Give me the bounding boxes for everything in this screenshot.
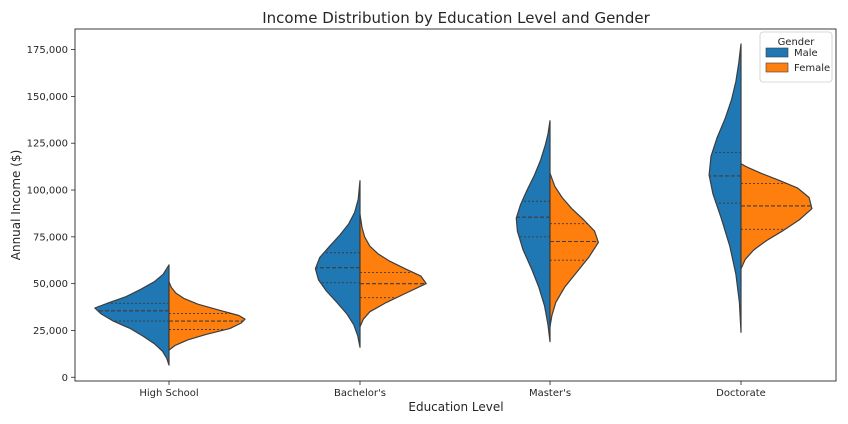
plot-frame	[74, 28, 837, 382]
legend-label-female: Female	[794, 63, 830, 74]
legend: Gender Male Female	[759, 31, 833, 83]
x-axis-title: Education Level	[408, 400, 503, 414]
x-tick-label: Doctorate	[716, 388, 766, 399]
violin-male-1	[314, 180, 361, 348]
x-tick-label: Bachelor's	[334, 388, 386, 399]
violin-male-2	[515, 120, 551, 343]
violins-layer	[94, 43, 813, 366]
violin-female-2	[549, 172, 599, 328]
violin-female-3	[740, 163, 813, 270]
y-tick-label: 125,000	[27, 139, 68, 150]
y-tick-label: 175,000	[27, 45, 68, 56]
violin-female-1	[359, 213, 427, 328]
y-tick-label: 50,000	[33, 279, 68, 290]
y-tick-label: 75,000	[33, 232, 68, 243]
legend-label-male: Male	[794, 48, 818, 59]
y-tick-label: 150,000	[27, 92, 68, 103]
violin-male-3	[708, 43, 742, 333]
x-tick-label: High School	[139, 388, 198, 399]
legend-title: Gender	[778, 37, 816, 48]
legend-swatch-male	[765, 47, 789, 58]
violin-female-0	[168, 281, 246, 351]
y-tick-label: 0	[62, 373, 68, 384]
y-tick-label: 25,000	[33, 326, 68, 337]
x-axis: High School Bachelor's Master's Doctorate	[139, 381, 766, 399]
chart-title: Income Distribution by Education Level a…	[262, 9, 650, 27]
x-tick-label: Master's	[529, 388, 571, 399]
y-axis-title: Annual Income ($)	[9, 150, 23, 261]
y-axis: 0 25,000 50,000 75,000 100,000 125,000 150,000…	[27, 45, 75, 384]
legend-swatch-female	[765, 62, 789, 73]
violin-male-0	[94, 264, 170, 366]
y-tick-label: 100,000	[27, 186, 68, 197]
